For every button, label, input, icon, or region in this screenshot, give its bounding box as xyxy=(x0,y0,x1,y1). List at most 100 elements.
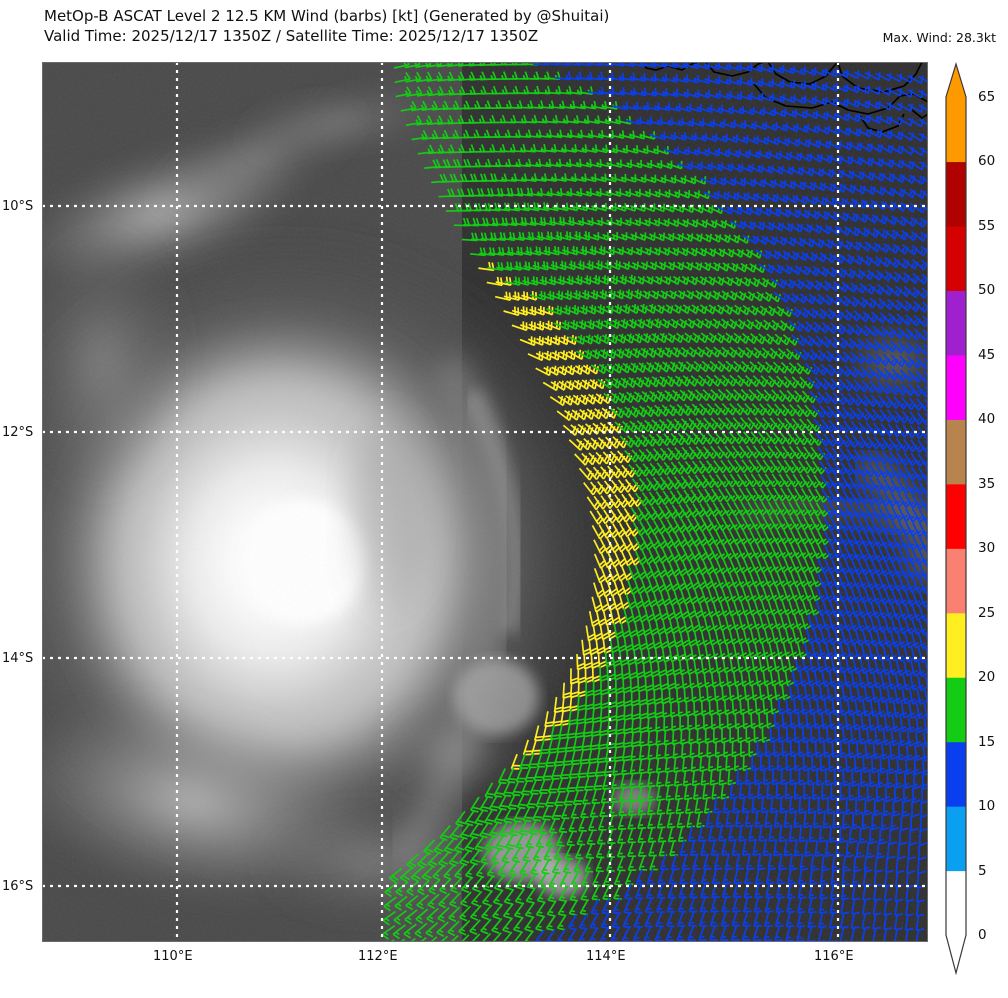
wind-barb xyxy=(693,360,710,373)
wind-barb xyxy=(761,277,778,288)
wind-barb xyxy=(400,100,417,112)
tick-lon-110E: 110°E xyxy=(153,949,193,964)
wind-barb xyxy=(597,378,614,389)
wind-barb xyxy=(733,332,750,344)
wind-barb xyxy=(882,228,899,240)
wind-barb xyxy=(845,240,862,251)
wind-barb xyxy=(782,334,799,346)
wind-barb xyxy=(770,235,787,246)
wind-barb xyxy=(416,71,433,83)
wind-barb xyxy=(708,276,725,286)
wind-barb xyxy=(779,320,796,332)
wind-barb xyxy=(411,100,428,112)
wind-barb xyxy=(923,371,928,378)
wind-barb xyxy=(900,216,917,227)
wind-barb xyxy=(896,102,914,113)
wind-barb xyxy=(626,391,643,403)
wind-barb xyxy=(811,307,827,320)
wind-barb xyxy=(648,347,665,358)
wind-barb xyxy=(847,254,864,266)
wind-barb xyxy=(841,281,858,294)
wind-barb xyxy=(421,129,439,140)
wind-barb xyxy=(505,261,522,271)
wind-barb xyxy=(406,86,423,98)
wind-barb xyxy=(674,375,691,387)
wind-barb xyxy=(618,392,635,404)
wind-barb xyxy=(797,279,814,290)
wind-barb xyxy=(729,374,746,387)
wind-barb xyxy=(565,395,582,406)
wind-barb xyxy=(741,332,758,345)
wind-barb xyxy=(769,347,786,360)
wind-barb xyxy=(609,407,625,419)
colorbar-band-45-50 xyxy=(946,290,966,356)
wind-barb xyxy=(725,304,742,316)
wind-barb xyxy=(438,86,455,97)
wind-barb xyxy=(791,292,808,304)
wind-barb xyxy=(877,143,894,154)
wind-barb xyxy=(918,104,928,112)
colorbar-tick-35: 35 xyxy=(978,475,996,492)
wind-barb xyxy=(704,318,721,329)
wind-barb xyxy=(744,276,761,288)
wind-barb xyxy=(791,334,808,347)
wind-barb xyxy=(634,333,652,344)
wind-barb xyxy=(633,391,650,403)
wind-barb xyxy=(908,146,925,157)
wind-barb xyxy=(813,321,830,334)
wind-barb xyxy=(839,183,856,194)
wind-barb xyxy=(630,362,647,374)
wind-barb xyxy=(649,390,665,403)
wind-barb xyxy=(690,375,707,387)
wind-barb xyxy=(759,305,776,317)
wind-barb xyxy=(923,384,928,392)
wind-barb xyxy=(636,376,653,388)
wind-barb xyxy=(752,277,770,288)
wind-barb xyxy=(685,360,702,373)
wind-barb xyxy=(669,361,686,373)
wind-barb xyxy=(624,347,641,359)
wind-barb xyxy=(504,276,521,286)
wind-barb xyxy=(915,370,928,384)
figure-subtitle: Valid Time: 2025/12/17 1350Z / Satellite… xyxy=(44,27,539,45)
colorbar-tick-60: 60 xyxy=(978,153,996,170)
colorbar-tick-45: 45 xyxy=(978,346,996,363)
wind-barb xyxy=(785,348,802,361)
wind-barb xyxy=(825,224,842,236)
wind-barb xyxy=(792,250,809,262)
wind-barb xyxy=(726,276,743,287)
wind-barb xyxy=(654,361,671,373)
wind-barb xyxy=(708,304,725,315)
wind-barb xyxy=(767,263,784,275)
wind-barb xyxy=(782,292,799,304)
wind-barb xyxy=(677,361,694,373)
wind-barb xyxy=(503,306,520,317)
wind-barb xyxy=(879,186,896,197)
colorbar-band-50-55 xyxy=(946,225,966,291)
wind-barb xyxy=(712,318,729,330)
wind-barb xyxy=(638,362,655,373)
colorbar-tick-40: 40 xyxy=(978,411,996,428)
wind-barb xyxy=(725,332,742,344)
wind-barb xyxy=(417,144,434,155)
wind-barb xyxy=(736,248,754,259)
wind-barb xyxy=(887,130,904,141)
wind-barb xyxy=(867,269,883,281)
wind-barb xyxy=(572,394,589,406)
wind-barb xyxy=(766,333,783,346)
wind-barb xyxy=(731,262,748,273)
wind-barb xyxy=(549,216,566,227)
wind-barb xyxy=(780,236,797,247)
wind-barb xyxy=(920,217,928,226)
wind-barb xyxy=(871,214,888,225)
wind-barb xyxy=(725,360,742,373)
wind-barb xyxy=(862,213,879,224)
wind-barb xyxy=(810,251,827,263)
wind-barb xyxy=(721,346,738,359)
wind-barb xyxy=(664,347,681,358)
wind-barb xyxy=(878,172,896,183)
wind-barb xyxy=(832,281,849,293)
wind-barb xyxy=(837,155,854,165)
wind-barb xyxy=(427,86,444,97)
wind-barb xyxy=(758,333,775,345)
